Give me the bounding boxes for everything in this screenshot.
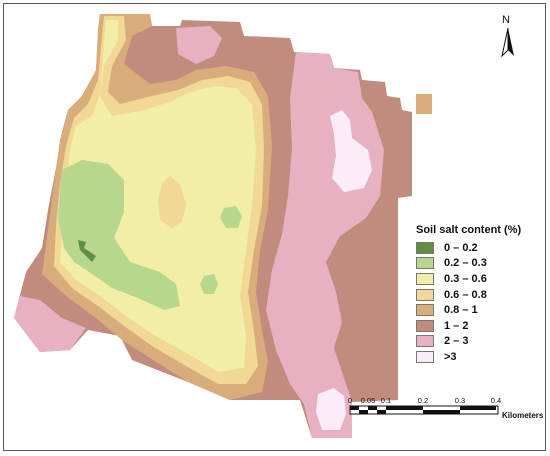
scale-segment xyxy=(460,406,496,410)
legend-label: 0.6 – 0.8 xyxy=(444,288,487,301)
legend-label: 1 – 2 xyxy=(444,319,469,332)
legend-item: 0 – 0.2 xyxy=(416,240,536,256)
scale-segment xyxy=(359,410,368,414)
legend-item: 0.2 – 0.3 xyxy=(416,256,536,272)
legend-swatch xyxy=(416,350,434,363)
zone-class-2-3-north xyxy=(176,26,222,64)
zone-class-0.2-0.3-island-a xyxy=(220,206,242,228)
north-letter: N xyxy=(502,14,510,26)
zone-class-0.2-0.3-island-b xyxy=(200,274,218,294)
legend-swatch xyxy=(416,304,434,317)
legend: Soil salt content (%) 0 – 0.2 0.2 – 0.3 0.… xyxy=(416,224,536,365)
scale-bar: 0 0.05 0.1 0.2 0.3 0.4 Kilometers xyxy=(348,396,543,426)
legend-label: >3 xyxy=(444,350,457,363)
scale-unit: Kilometers xyxy=(502,411,544,420)
legend-swatch xyxy=(416,257,434,270)
scale-segment xyxy=(350,406,359,410)
legend-item: 1 – 2 xyxy=(416,318,536,334)
zone-class-0.6-0.8-island xyxy=(158,176,186,228)
legend-item: 0.6 – 0.8 xyxy=(416,287,536,303)
legend-swatch xyxy=(416,319,434,332)
legend-item: 0.3 – 0.6 xyxy=(416,271,536,287)
zone-class-0.2-0.3-west xyxy=(58,160,180,310)
legend-label: 0.3 – 0.6 xyxy=(444,272,487,285)
scale-segment xyxy=(368,406,377,410)
legend-label: 0.8 – 1 xyxy=(444,304,478,317)
north-arrow-icon xyxy=(501,27,514,58)
legend-items: 0 – 0.2 0.2 – 0.3 0.3 – 0.6 0.6 – 0.8 0.8 – … xyxy=(416,240,536,365)
scale-tick: 0.3 xyxy=(454,396,466,405)
scale-tick: 0.1 xyxy=(380,396,392,405)
legend-swatch xyxy=(416,272,434,285)
scale-segment xyxy=(377,410,386,414)
legend-item: 0.8 – 1 xyxy=(416,302,536,318)
legend-swatch xyxy=(416,241,434,254)
legend-label: 0 – 0.2 xyxy=(444,241,478,254)
north-arrow: N xyxy=(498,14,518,64)
zone-class-0-0.2 xyxy=(78,240,96,262)
legend-swatch xyxy=(416,335,434,348)
scale-segment xyxy=(386,406,423,410)
scale-tick: 0 xyxy=(347,396,353,405)
zone-class-over-3-south xyxy=(316,388,346,430)
scale-segment xyxy=(423,410,460,414)
zone-class-2-3-southwest xyxy=(14,296,86,352)
legend-label: 2 – 3 xyxy=(444,335,469,348)
scale-tick: 0.05 xyxy=(360,396,376,405)
scale-tick: 0.4 xyxy=(490,396,502,405)
legend-label: 0.2 – 0.3 xyxy=(444,257,487,270)
legend-item: >3 xyxy=(416,349,536,365)
legend-item: 2 – 3 xyxy=(416,334,536,350)
scale-bar-graphic xyxy=(349,405,499,415)
zone-class-0.8-1-patch xyxy=(416,94,432,114)
legend-swatch xyxy=(416,288,434,301)
scale-tick: 0.2 xyxy=(417,396,429,405)
zone-class-over-3 xyxy=(330,110,372,192)
legend-title: Soil salt content (%) xyxy=(416,224,522,236)
